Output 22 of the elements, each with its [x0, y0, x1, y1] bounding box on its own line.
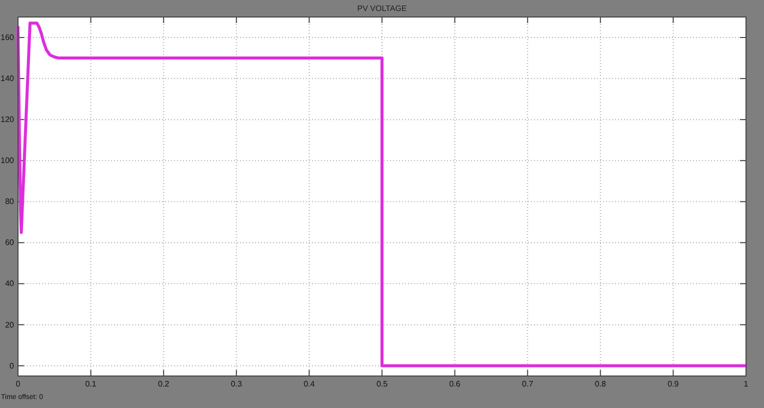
chart-title: PV VOLTAGE [357, 4, 407, 13]
y-tick-label: 100 [0, 156, 15, 166]
x-tick-label: 0.3 [230, 380, 243, 389]
x-tick-label: 1 [744, 380, 749, 389]
x-tick-label: 0.5 [376, 380, 388, 389]
y-tick-label: 140 [0, 74, 15, 84]
x-tick-label: 0.1 [85, 380, 97, 389]
x-tick-label: 0.2 [158, 380, 170, 389]
y-tick-label: 60 [5, 238, 15, 248]
y-tick-label: 120 [0, 115, 15, 124]
x-tick-label: 0.8 [594, 380, 607, 389]
x-tick-label: 0.6 [449, 380, 461, 389]
x-tick-label: 0.7 [522, 380, 534, 389]
y-tick-label: 0 [10, 361, 15, 370]
y-tick-label: 20 [5, 320, 15, 330]
y-tick-label: 40 [5, 279, 15, 288]
y-tick-label: 80 [5, 197, 15, 206]
x-tick-label: 0 [16, 380, 21, 389]
x-tick-label: 0.4 [304, 380, 316, 389]
y-tick-label: 160 [0, 33, 15, 42]
line-series [16, 22, 748, 368]
x-tick-label: 0.9 [668, 380, 680, 389]
